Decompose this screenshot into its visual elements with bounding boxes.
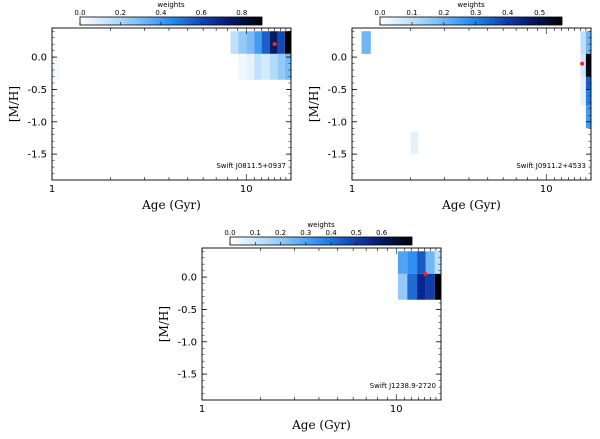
chart1-y-tick-label: 0.0: [31, 53, 47, 64]
chart3-best-fit-marker: [423, 271, 428, 276]
chart3-x-axis-label: Age (Gyr): [291, 418, 351, 432]
chart1-colorbar-label: weights: [157, 1, 185, 9]
chart2-x-tick-label: 10: [540, 184, 553, 195]
chart1-heatmap-cell: [284, 53, 291, 80]
chart2-best-fit-marker: [580, 61, 585, 66]
chart1-x-axis-label: Age (Gyr): [141, 198, 201, 212]
chart3-colorbar-tick-label: 0.0: [224, 229, 235, 237]
chart2-colorbar-tick-label: 0.0: [374, 9, 385, 17]
chart2-y-axis-label: [M/H]: [307, 86, 321, 122]
chart1-heatmap-cell: [277, 31, 285, 54]
chart2-colorbar-label: weights: [457, 1, 485, 9]
chart1-y-tick-label: -1.5: [27, 150, 47, 161]
chart2-colorbar-tick-label: 0.2: [438, 9, 449, 17]
chart3-x-tick-label: 10: [390, 404, 403, 415]
chart1-colorbar-tick-label: 0.8: [236, 9, 247, 17]
chart3-heatmap-cell: [425, 273, 435, 300]
chart2-colorbar-tick-label: 0.1: [406, 9, 417, 17]
chart1-heatmap-cell: [230, 31, 239, 54]
chart2-heatmap-cell: [580, 76, 586, 106]
chart1-colorbar-tick-label: 0.2: [115, 9, 126, 17]
chart1-best-fit-marker: [272, 42, 277, 47]
chart2-heatmap-cell: [580, 31, 586, 54]
chart3-colorbar-label: weights: [307, 221, 335, 229]
chart3-colorbar-tick-label: 0.1: [250, 229, 261, 237]
chart1-colorbar-tick-label: 0.0: [74, 9, 85, 17]
chart1-colorbar-tick-label: 0.6: [196, 9, 208, 17]
chart3-plot-frame: [201, 247, 442, 401]
chart1-heatmap-cell: [254, 31, 262, 54]
chart2-x-axis-label: Age (Gyr): [441, 198, 501, 212]
chart3-heatmap-cell: [425, 251, 435, 274]
chart3-heatmap-cell: [407, 251, 418, 274]
chart1-x-tick-label: 1: [49, 184, 55, 195]
chart2-heatmap-cell: [585, 31, 591, 54]
chart2-colorbar-tick-label: 0.5: [534, 9, 545, 17]
chart1-heatmap-cell: [238, 53, 247, 80]
chart1-heatmap-cell: [261, 53, 270, 80]
chart1-x-tick-label: 10: [240, 184, 253, 195]
chart1-plot-frame: [51, 27, 292, 181]
chart2-colorbar-tick-label: 0.3: [470, 9, 481, 17]
chart3-heatmap-cell: [417, 251, 426, 274]
chart2-heatmap-cell: [585, 89, 591, 106]
heatmap-panel-1: weights 0.0 0.2 0.4 0.6 0.8 0.0 -0.5 -1.0 -1.5 1 10…: [7, 1, 292, 212]
chart3-x-tick-label: 1: [199, 404, 205, 415]
chart1-heatmap-cell: [261, 31, 270, 54]
chart3-colorbar-tick-label: 0.5: [351, 229, 362, 237]
chart2-colorbar: [379, 16, 563, 26]
chart1-heatmap-cell: [269, 53, 278, 80]
chart1-heatmap-cell: [238, 31, 247, 54]
chart3-heatmap-cell: [434, 273, 441, 300]
heatmap-panel-2: weights 0.0 0.1 0.2 0.3 0.4 0.5 0.0 -0.5 -1.0 -1.5…: [307, 1, 592, 212]
chart3-colorbar-tick-label: 0.4: [326, 229, 338, 237]
chart2-heatmap-cell: [585, 53, 591, 77]
chart3-source-name: Swift J1238.9-2720: [370, 382, 436, 390]
chart2-y-tick-label: -1.0: [327, 117, 347, 128]
chart3-colorbar-tick-label: 0.6: [376, 229, 388, 237]
chart1-heatmap-cell: [246, 53, 255, 80]
chart1-y-tick-label: -1.0: [27, 117, 47, 128]
chart2-y-tick-label: -0.5: [327, 85, 347, 96]
chart3-heatmap-cell: [434, 251, 441, 274]
chart3-y-tick-label: 0.0: [181, 273, 197, 284]
chart2-x-tick-label: 1: [349, 184, 355, 195]
chart2-heatmap-cell: [361, 31, 371, 54]
chart2-source-name: Swift J0911.2+4533: [516, 162, 586, 170]
chart3-colorbar-tick-label: 0.2: [275, 229, 286, 237]
chart1-heatmap-cell: [254, 53, 262, 80]
chart2-y-tick-label: 0.0: [331, 53, 347, 64]
chart2-heatmap-cell: [410, 131, 419, 155]
chart2-plot-frame: [351, 27, 592, 181]
chart2-heatmap-cell: [585, 76, 591, 90]
chart3-heatmap-cell: [417, 273, 426, 300]
chart3-heatmap-cell: [397, 273, 408, 300]
chart1-y-tick-label: -0.5: [27, 85, 47, 96]
chart1-heatmap-cell: [277, 53, 285, 80]
chart1-y-axis-label: [M/H]: [7, 86, 21, 122]
chart1-heatmap-cell: [246, 31, 255, 54]
chart1-source-name: Swift J0811.5+0937: [216, 162, 286, 170]
chart1-heatmap-cell: [284, 31, 291, 54]
chart3-y-axis-label: [M/H]: [157, 306, 171, 342]
chart3-y-tick-label: -0.5: [177, 305, 197, 316]
chart3-colorbar: [229, 236, 413, 246]
chart3-heatmap-cell: [397, 251, 408, 274]
chart2-y-tick-label: -1.5: [327, 150, 347, 161]
chart1-colorbar: [79, 16, 263, 26]
chart3-colorbar-tick-label: 0.3: [300, 229, 311, 237]
chart3-y-tick-label: -1.5: [177, 370, 197, 381]
heatmap-panel-3: weights 0.0 0.1 0.2 0.3 0.4 0.5 0.6 0.0 -0.5 -1.0 -…: [157, 221, 442, 432]
chart2-colorbar-tick-label: 0.4: [502, 9, 514, 17]
chart1-heatmap-cell: [52, 57, 61, 80]
chart1-colorbar-tick-label: 0.4: [155, 9, 167, 17]
chart3-heatmap-cell: [407, 273, 418, 300]
chart3-y-tick-label: -1.0: [177, 337, 197, 348]
chart2-heatmap-cell: [585, 105, 591, 129]
